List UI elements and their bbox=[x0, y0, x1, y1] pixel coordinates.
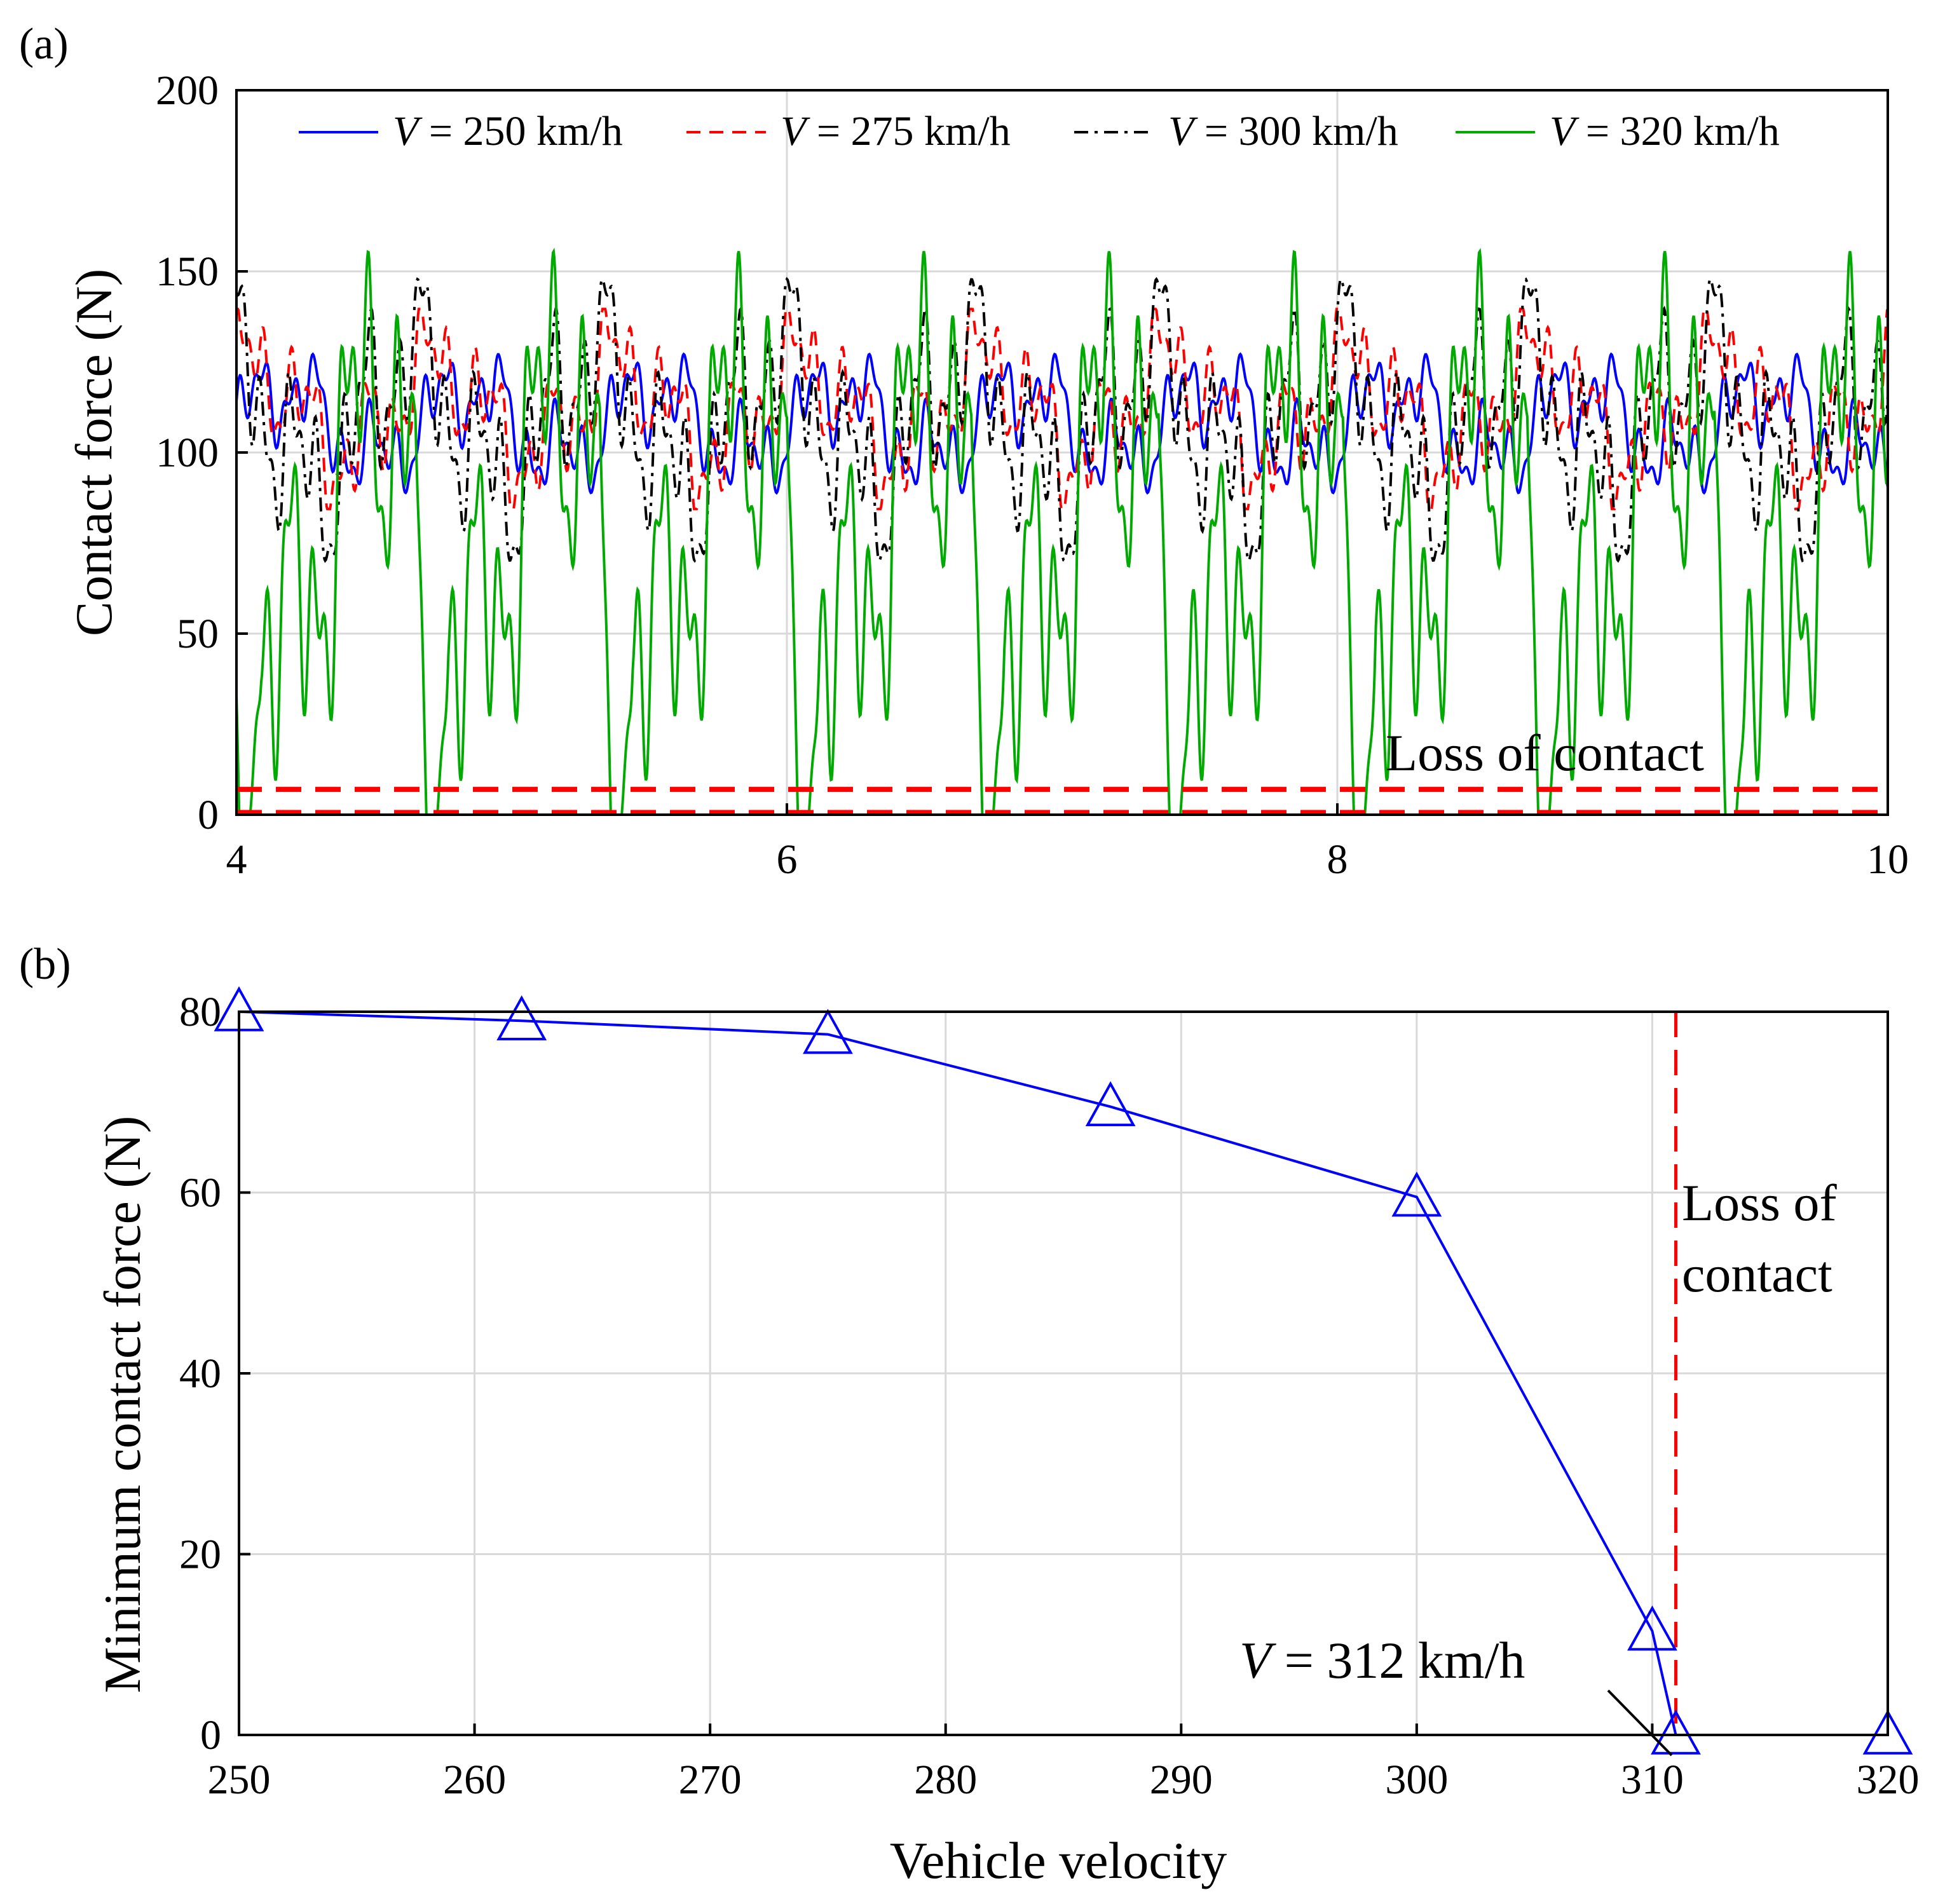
loss-of-contact-label-a: Loss of contact bbox=[1386, 724, 1704, 782]
panel-a-series bbox=[235, 247, 1889, 816]
panel-b-x-axis-label: Vehicle velocity bbox=[890, 1832, 1227, 1889]
panel-a-y-tick-label: 150 bbox=[156, 248, 219, 295]
panel-b-x-tick-label: 290 bbox=[1150, 1757, 1213, 1803]
triangle-marker bbox=[1391, 1171, 1442, 1217]
panel-b-x-tick-label: 260 bbox=[443, 1757, 506, 1803]
panel-a-y-tick-label: 0 bbox=[198, 792, 219, 838]
triangle-marker bbox=[1085, 1081, 1136, 1127]
panel-a-x-tick-label: 6 bbox=[777, 836, 798, 883]
panel-b-y-tick-label: 60 bbox=[179, 1170, 221, 1216]
panel-b-y-tick-label: 40 bbox=[179, 1350, 221, 1397]
panel-a-chart: (a) Loss of contact V = 250 km/h V = 275 … bbox=[19, 20, 1909, 883]
panel-b-grid bbox=[239, 1012, 1888, 1735]
triangle-marker bbox=[803, 1009, 853, 1054]
triangle-marker bbox=[1862, 1709, 1913, 1755]
panel-a-x-tick-label: 10 bbox=[1867, 836, 1909, 883]
panel-b-x-tick-label: 310 bbox=[1621, 1757, 1684, 1803]
panel-b-y-tick-label: 0 bbox=[200, 1712, 221, 1758]
panel-b-y-axis-label: Minimum contact force (N) bbox=[93, 1116, 151, 1694]
legend-entry-2: V = 300 km/h bbox=[1168, 108, 1398, 154]
series-line-1 bbox=[236, 308, 1889, 510]
panel-b-x-tick-label: 320 bbox=[1857, 1757, 1920, 1803]
panel-b-x-tick-label: 270 bbox=[679, 1757, 742, 1803]
panel-a-label: (a) bbox=[19, 20, 69, 69]
velocity-value: = 312 km/h bbox=[1271, 1631, 1525, 1689]
velocity-annotation-pointer bbox=[1607, 1689, 1673, 1757]
legend-entry-0: V = 250 km/h bbox=[393, 108, 623, 154]
panel-a-y-tick-label: 100 bbox=[156, 430, 219, 476]
panel-b-x-tick-label: 280 bbox=[914, 1757, 977, 1803]
series-line-0 bbox=[235, 352, 1889, 495]
panel-a-y-tick-label: 200 bbox=[156, 67, 219, 114]
legend-text: = 320 km/h bbox=[1575, 108, 1779, 154]
legend-variable: V bbox=[781, 108, 810, 154]
panel-b-chart: (b) Loss of contact V = 312 km/h 250 260 2… bbox=[19, 940, 1920, 1889]
legend: V = 250 km/h V = 275 km/h V = 300 km/h V = … bbox=[299, 108, 1780, 154]
series-line-3 bbox=[235, 247, 1889, 816]
legend-variable: V bbox=[393, 108, 423, 154]
legend-entry-3: V = 320 km/h bbox=[1550, 108, 1780, 154]
legend-text: = 250 km/h bbox=[418, 108, 622, 154]
panel-b-x-tick-label: 250 bbox=[208, 1757, 271, 1803]
loss-of-contact-label-b-line1: Loss of bbox=[1682, 1174, 1837, 1232]
triangle-marker bbox=[1627, 1605, 1677, 1651]
panel-b-y-tick-label: 80 bbox=[179, 989, 221, 1035]
legend-text: = 300 km/h bbox=[1194, 108, 1398, 154]
velocity-variable: V bbox=[1239, 1631, 1276, 1689]
panel-a-x-tick-label: 8 bbox=[1327, 836, 1348, 883]
legend-entry-1: V = 275 km/h bbox=[781, 108, 1011, 154]
panel-a-y-tick-label: 50 bbox=[177, 611, 219, 657]
panel-b-ticks: 250 260 270 280 290 300 310 320 0 20 40 60 80 bbox=[179, 989, 1920, 1803]
legend-text: = 275 km/h bbox=[806, 108, 1010, 154]
triangle-marker bbox=[1651, 1709, 1701, 1755]
legend-variable: V bbox=[1550, 108, 1580, 154]
triangle-marker bbox=[496, 995, 547, 1041]
panel-b-x-tick-label: 300 bbox=[1385, 1757, 1448, 1803]
velocity-annotation: V = 312 km/h bbox=[1239, 1631, 1525, 1689]
panel-a-y-axis-label: Contact force (N) bbox=[65, 269, 123, 636]
panel-b-y-tick-label: 20 bbox=[179, 1532, 221, 1578]
legend-variable: V bbox=[1168, 108, 1198, 154]
loss-of-contact-label-b-line2: contact bbox=[1682, 1245, 1832, 1303]
panel-a-x-tick-label: 4 bbox=[226, 836, 247, 883]
panel-b-label: (b) bbox=[19, 940, 71, 989]
